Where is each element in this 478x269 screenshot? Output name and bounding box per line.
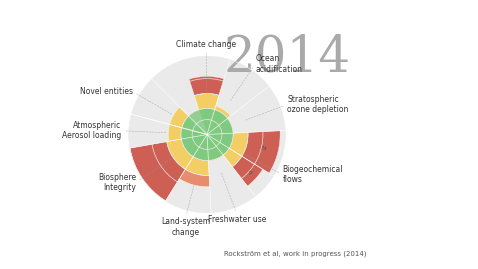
Text: P: P: [249, 171, 252, 176]
Wedge shape: [181, 134, 207, 157]
Wedge shape: [195, 94, 219, 110]
Text: Rockström et al, work in progress (2014): Rockström et al, work in progress (2014): [224, 250, 367, 257]
Circle shape: [181, 108, 233, 161]
Wedge shape: [179, 169, 210, 187]
Wedge shape: [207, 118, 233, 134]
Wedge shape: [215, 106, 230, 118]
Wedge shape: [229, 132, 248, 156]
Text: Stratospheric
ozone depletion: Stratospheric ozone depletion: [287, 95, 349, 114]
Wedge shape: [207, 109, 228, 134]
Text: Climate change: Climate change: [176, 40, 236, 49]
Wedge shape: [207, 134, 223, 161]
Text: Biogeochemical
flows: Biogeochemical flows: [283, 165, 343, 185]
Wedge shape: [167, 139, 193, 169]
Wedge shape: [185, 157, 209, 175]
Wedge shape: [223, 148, 242, 167]
Wedge shape: [181, 128, 207, 139]
Text: Novel entities: Novel entities: [80, 87, 133, 96]
Wedge shape: [182, 116, 207, 134]
Text: Atmospheric
Aerosol loading: Atmospheric Aerosol loading: [62, 121, 121, 140]
Wedge shape: [199, 108, 215, 134]
Text: Land-system
change: Land-system change: [161, 218, 210, 237]
Wedge shape: [168, 125, 182, 141]
Wedge shape: [208, 155, 224, 161]
Text: N: N: [261, 146, 266, 151]
Wedge shape: [193, 134, 208, 161]
Wedge shape: [207, 133, 233, 148]
Wedge shape: [242, 131, 280, 173]
Wedge shape: [189, 76, 224, 95]
Text: Biosphere
Integrity: Biosphere Integrity: [98, 173, 136, 192]
Text: 2014: 2014: [224, 33, 351, 83]
Wedge shape: [130, 141, 185, 201]
Text: Ocean
acidification: Ocean acidification: [256, 54, 303, 73]
Text: Freshwater use: Freshwater use: [208, 215, 266, 224]
Wedge shape: [207, 134, 229, 155]
Wedge shape: [170, 107, 189, 128]
Circle shape: [129, 56, 285, 213]
Wedge shape: [232, 156, 263, 186]
